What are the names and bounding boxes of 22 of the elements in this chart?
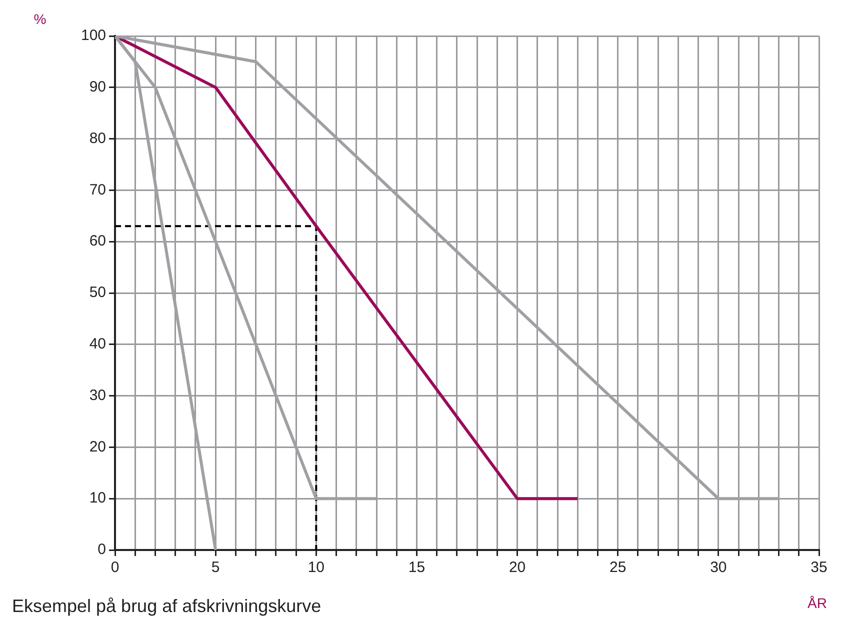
x-tick-label: 25 xyxy=(610,559,626,576)
y-tick-label: 70 xyxy=(89,181,106,198)
y-tick-label: 100 xyxy=(80,27,106,44)
y-tick-label: 0 xyxy=(98,541,106,558)
y-tick-label: 40 xyxy=(89,336,106,353)
x-tick-label: 20 xyxy=(508,559,526,576)
y-tick-label: 30 xyxy=(89,386,106,404)
x-axis-title: ÅR xyxy=(808,595,827,611)
y-tick-label: 80 xyxy=(89,130,106,147)
x-tick-label: 10 xyxy=(308,559,325,576)
y-tick-label: 60 xyxy=(89,232,106,250)
y-axis-title: % xyxy=(34,11,46,27)
y-tick-label: 10 xyxy=(89,490,106,507)
x-tick-label: 30 xyxy=(710,559,727,576)
text: Eksempel på brug af afskrivningskurve xyxy=(12,596,322,616)
x-tick-label: 5 xyxy=(211,559,220,576)
y-tick-label: 20 xyxy=(89,438,106,456)
y-tick-label: 90 xyxy=(89,78,106,96)
x-tick-label: 35 xyxy=(810,559,828,576)
y-tick-label: 50 xyxy=(89,284,106,302)
x-tick-label: 0 xyxy=(110,559,120,576)
x-tick-label: 15 xyxy=(408,559,426,576)
